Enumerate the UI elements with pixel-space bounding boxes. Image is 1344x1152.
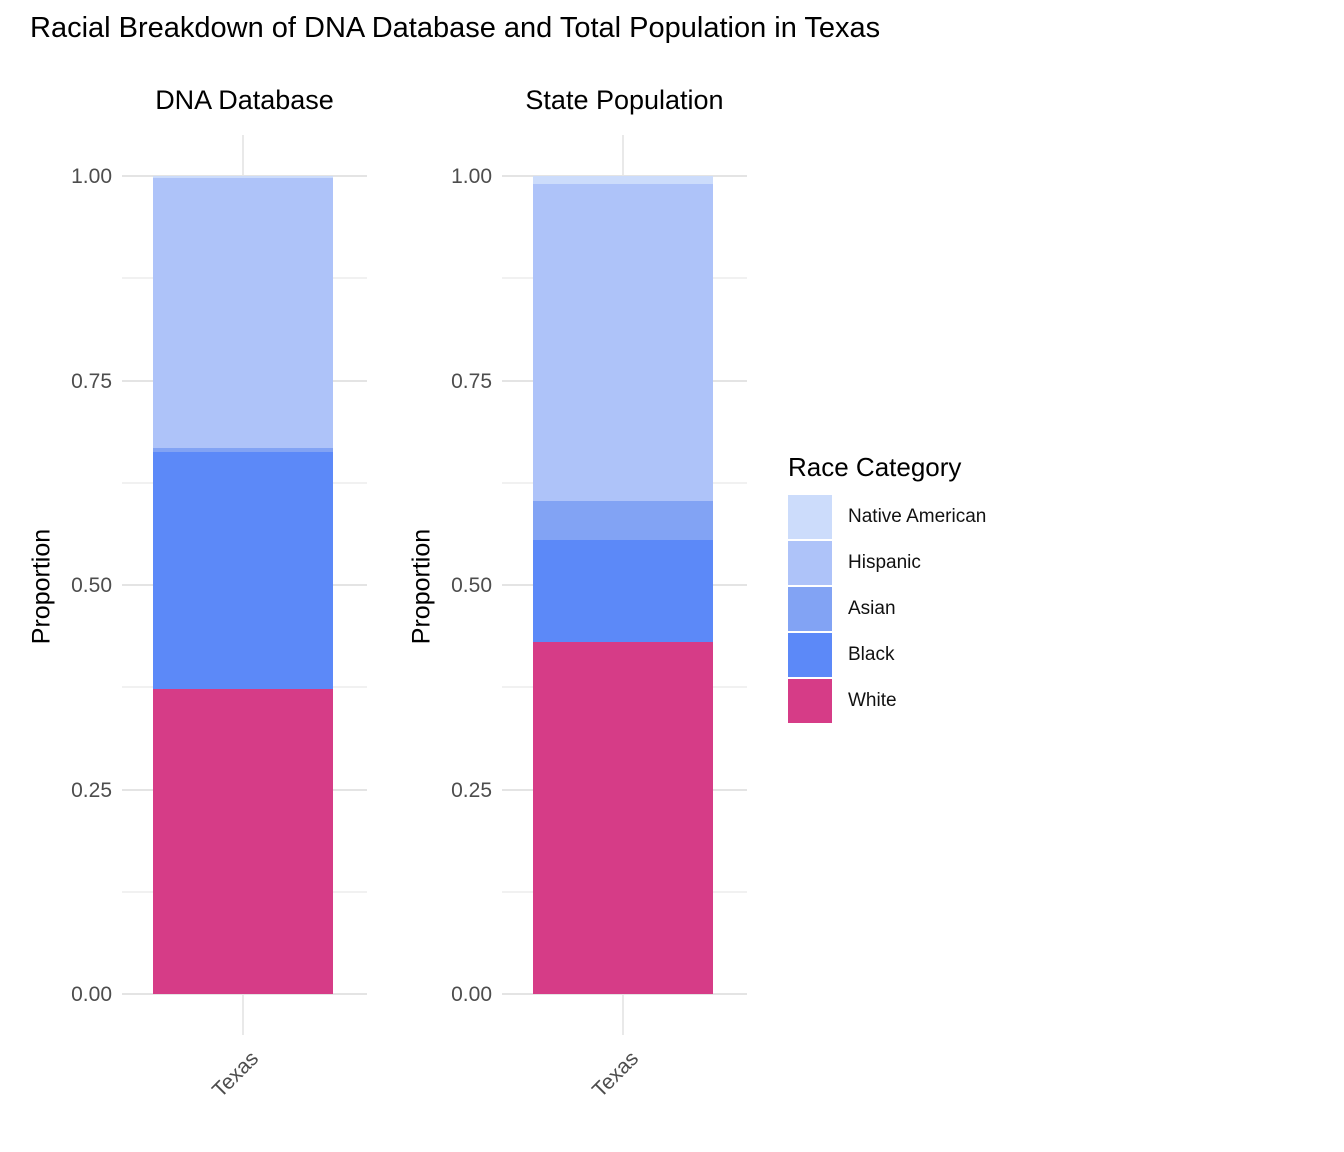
legend-title: Race Category bbox=[788, 452, 962, 482]
bar-segment-native-american[interactable] bbox=[153, 176, 333, 178]
legend-label: Hispanic bbox=[848, 552, 921, 573]
y-axis-title: Proportion bbox=[27, 528, 56, 645]
legend-entry-native-american: Native American bbox=[788, 495, 986, 539]
legend-swatch bbox=[788, 495, 832, 539]
x-tick-label: Texas bbox=[208, 1047, 264, 1103]
y-major-gridline bbox=[502, 993, 747, 995]
panel-title: State Population bbox=[525, 85, 724, 115]
legend-swatch bbox=[788, 679, 832, 723]
bar-segment-white[interactable] bbox=[153, 688, 333, 994]
y-tick-label: 1.00 bbox=[71, 165, 112, 188]
chart-title: Racial Breakdown of DNA Database and Tot… bbox=[30, 12, 881, 44]
panel-dna-database: DNA Database 1.00 0.75 0.50 0.25 0.00 Proporti… bbox=[28, 85, 367, 1102]
legend-label: Native American bbox=[848, 506, 987, 527]
legend-swatch bbox=[788, 587, 832, 631]
legend-label: White bbox=[848, 690, 897, 711]
legend-entry-black: Black bbox=[788, 633, 986, 677]
legend: Race Category Native American Hispanic Asi… bbox=[788, 452, 986, 725]
legend-label: Asian bbox=[848, 598, 896, 619]
bar-segment-hispanic[interactable] bbox=[533, 184, 713, 501]
y-tick-label: 1.00 bbox=[451, 165, 492, 188]
panel-state-population: State Population 1.00 0.75 0.50 0.25 0.00 Prop… bbox=[408, 85, 747, 1102]
y-axis-title: Proportion bbox=[407, 528, 436, 645]
legend-swatch bbox=[788, 633, 832, 677]
y-tick-label: 0.50 bbox=[451, 574, 492, 597]
legend-entry-asian: Asian bbox=[788, 587, 986, 631]
y-tick-label: 0.00 bbox=[71, 983, 112, 1006]
y-tick-label: 0.00 bbox=[451, 983, 492, 1006]
bar-segment-native-american[interactable] bbox=[533, 176, 713, 185]
bar-segment-white[interactable] bbox=[533, 642, 713, 994]
y-tick-label: 0.50 bbox=[71, 574, 112, 597]
y-tick-label: 0.75 bbox=[71, 369, 112, 393]
bar-segment-black[interactable] bbox=[533, 540, 713, 643]
legend-entry-white: White bbox=[788, 679, 986, 723]
legend-label: Black bbox=[848, 644, 895, 665]
legend-swatch bbox=[788, 541, 832, 585]
bar-segment-black[interactable] bbox=[153, 452, 333, 689]
legend-entries: Native American Hispanic Asian Black White bbox=[788, 495, 986, 723]
legend-entry-hispanic: Hispanic bbox=[788, 541, 986, 585]
y-tick-label: 0.25 bbox=[71, 778, 112, 802]
y-tick-label: 0.25 bbox=[451, 778, 492, 802]
panel-title: DNA Database bbox=[155, 85, 334, 115]
y-tick-label: 0.75 bbox=[451, 369, 492, 393]
bar-segment-asian[interactable] bbox=[533, 500, 713, 540]
y-major-gridline bbox=[122, 993, 367, 995]
x-tick-label: Texas bbox=[588, 1047, 644, 1103]
bar-segment-asian[interactable] bbox=[153, 447, 333, 453]
bar-segment-hispanic[interactable] bbox=[153, 177, 333, 448]
